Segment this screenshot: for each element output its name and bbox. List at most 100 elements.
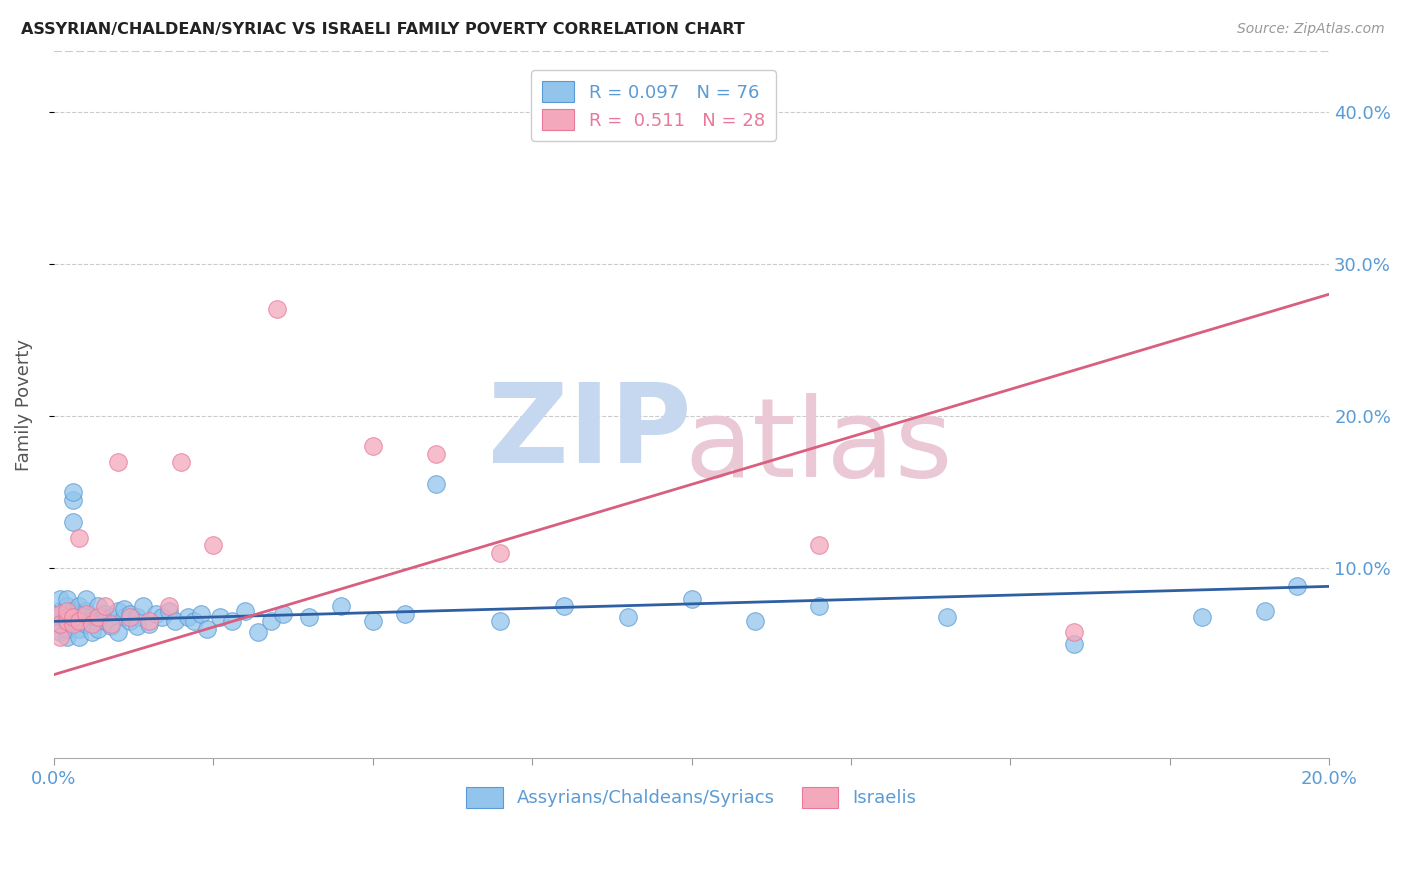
Point xyxy=(170,454,193,468)
Point xyxy=(62,516,84,530)
Point xyxy=(112,609,135,624)
Point xyxy=(55,609,77,624)
Point xyxy=(361,615,384,629)
Point xyxy=(55,615,77,629)
Point xyxy=(157,604,180,618)
Point xyxy=(75,609,97,624)
Text: ASSYRIAN/CHALDEAN/SYRIAC VS ISRAELI FAMILY POVERTY CORRELATION CHART: ASSYRIAN/CHALDEAN/SYRIAC VS ISRAELI FAMI… xyxy=(21,22,745,37)
Point xyxy=(82,617,104,632)
Point xyxy=(246,625,269,640)
Point xyxy=(1286,579,1309,593)
Point xyxy=(138,615,160,629)
Point xyxy=(125,609,148,624)
Point xyxy=(107,604,129,618)
Point xyxy=(62,615,84,629)
Point xyxy=(1063,637,1085,651)
Point xyxy=(112,602,135,616)
Point xyxy=(553,599,575,614)
Point xyxy=(100,617,122,632)
Point xyxy=(75,617,97,632)
Point xyxy=(55,599,77,614)
Point xyxy=(75,604,97,618)
Point xyxy=(150,609,173,624)
Point xyxy=(183,615,205,629)
Point xyxy=(616,609,638,624)
Point xyxy=(75,591,97,606)
Point xyxy=(49,607,72,621)
Point xyxy=(616,104,638,119)
Point xyxy=(94,607,117,621)
Point xyxy=(681,591,703,606)
Point xyxy=(62,604,84,618)
Legend: Assyrians/Chaldeans/Syriacs, Israelis: Assyrians/Chaldeans/Syriacs, Israelis xyxy=(457,778,925,816)
Point xyxy=(82,625,104,640)
Point xyxy=(177,609,200,624)
Point xyxy=(120,607,142,621)
Point xyxy=(329,599,352,614)
Point xyxy=(49,625,72,640)
Point xyxy=(120,609,142,624)
Point xyxy=(87,615,110,629)
Text: atlas: atlas xyxy=(685,393,953,500)
Point xyxy=(55,622,77,636)
Point xyxy=(55,630,77,644)
Point xyxy=(67,622,90,636)
Point xyxy=(489,615,512,629)
Point xyxy=(425,447,447,461)
Point xyxy=(208,609,231,624)
Point xyxy=(266,302,288,317)
Point xyxy=(75,607,97,621)
Point xyxy=(260,615,283,629)
Point xyxy=(49,604,72,618)
Point xyxy=(195,622,218,636)
Point xyxy=(361,439,384,453)
Y-axis label: Family Poverty: Family Poverty xyxy=(15,338,32,470)
Point xyxy=(94,615,117,629)
Text: Source: ZipAtlas.com: Source: ZipAtlas.com xyxy=(1237,22,1385,37)
Point xyxy=(62,617,84,632)
Point xyxy=(87,599,110,614)
Point xyxy=(94,599,117,614)
Point xyxy=(82,609,104,624)
Point xyxy=(1191,609,1213,624)
Point xyxy=(67,607,90,621)
Point xyxy=(273,607,295,621)
Point xyxy=(163,615,186,629)
Point xyxy=(120,615,142,629)
Point xyxy=(55,591,77,606)
Point xyxy=(221,615,243,629)
Point xyxy=(808,599,831,614)
Point xyxy=(62,492,84,507)
Point xyxy=(808,538,831,552)
Point xyxy=(138,617,160,632)
Point xyxy=(132,599,155,614)
Point xyxy=(125,619,148,633)
Point xyxy=(55,607,77,621)
Point xyxy=(935,609,957,624)
Point xyxy=(298,609,321,624)
Point xyxy=(1063,625,1085,640)
Point xyxy=(157,599,180,614)
Point xyxy=(202,538,225,552)
Point xyxy=(49,617,72,632)
Point xyxy=(67,531,90,545)
Point xyxy=(67,615,90,629)
Point xyxy=(394,607,416,621)
Point xyxy=(145,607,167,621)
Point xyxy=(744,615,766,629)
Point xyxy=(62,609,84,624)
Point xyxy=(190,607,212,621)
Point xyxy=(67,630,90,644)
Point xyxy=(489,546,512,560)
Point xyxy=(49,591,72,606)
Point xyxy=(82,615,104,629)
Point xyxy=(107,454,129,468)
Point xyxy=(67,599,90,614)
Point xyxy=(55,615,77,629)
Point xyxy=(425,477,447,491)
Point xyxy=(100,619,122,633)
Point xyxy=(67,615,90,629)
Point xyxy=(87,609,110,624)
Point xyxy=(49,609,72,624)
Point xyxy=(49,617,72,632)
